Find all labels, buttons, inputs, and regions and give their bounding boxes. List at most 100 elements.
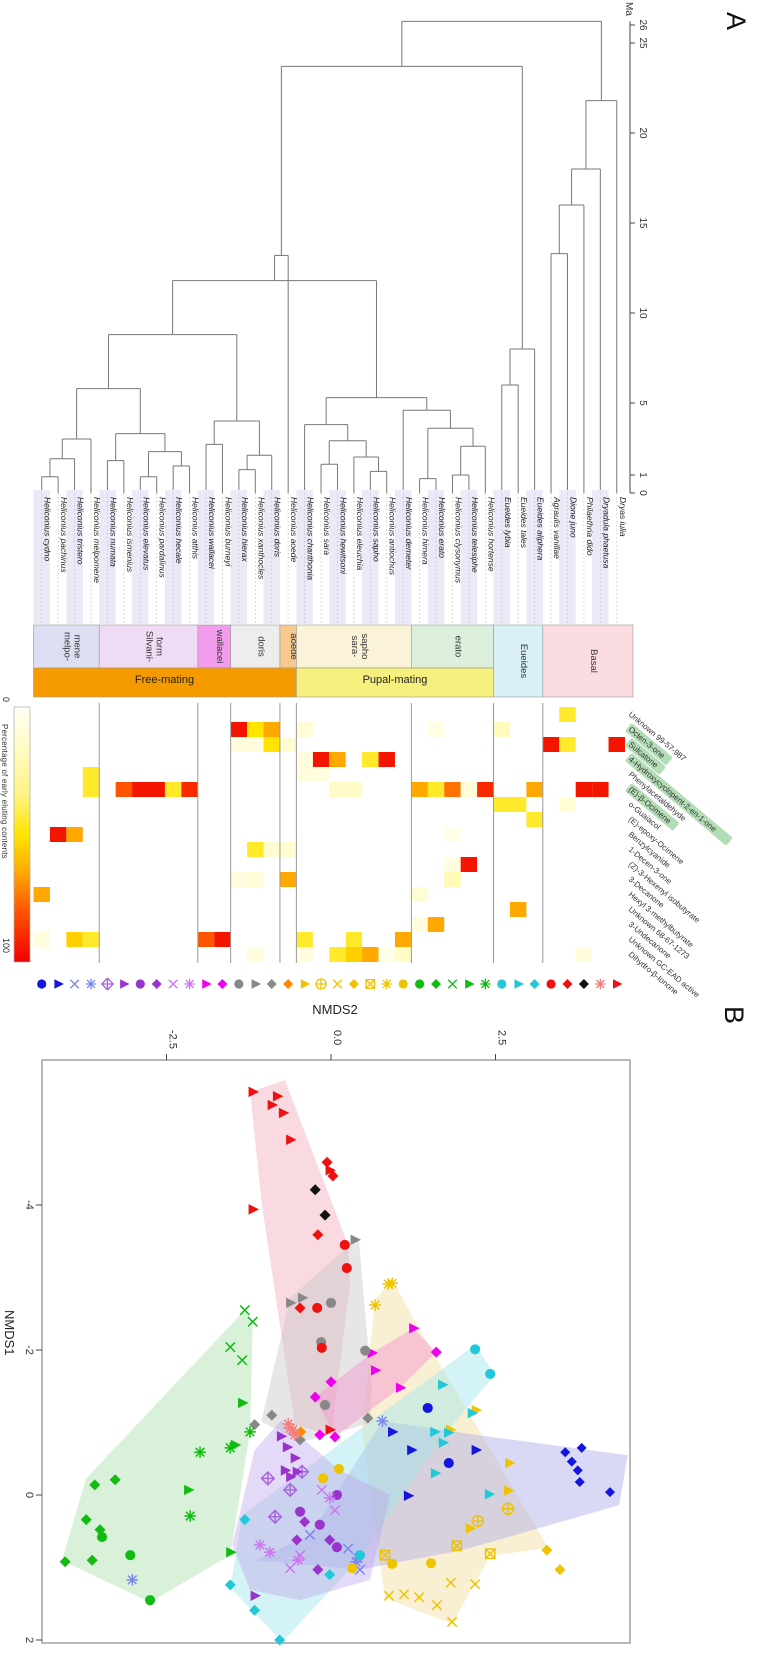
species-label: Heliconius charithonia <box>306 497 316 580</box>
nmds-point <box>291 1534 303 1546</box>
heatmap-cell <box>362 947 379 962</box>
species-marker <box>529 979 540 989</box>
nmds-point <box>312 1302 323 1314</box>
species-marker <box>431 979 442 989</box>
species-label: Eueides tales <box>519 497 529 549</box>
heatmap-cell <box>608 737 625 752</box>
nmds-point <box>316 1342 327 1353</box>
nmds2-tick-label: 0.0 <box>331 1030 343 1045</box>
nmds-point <box>224 1442 237 1454</box>
species-label: Heliconius burneyi <box>223 497 233 568</box>
ma-axis-tick-label: 10 <box>637 307 648 319</box>
heatmap-cell <box>148 782 165 797</box>
ma-axis-tick-label: 20 <box>637 127 648 139</box>
heatmap-cell <box>345 782 363 797</box>
nmds-point <box>254 1539 266 1551</box>
species-marker-row <box>37 977 623 991</box>
species-marker <box>168 979 178 989</box>
nmds-point <box>339 1239 350 1250</box>
species-label-area: Heliconius cydno Heliconius pachinus Helic… <box>33 490 628 624</box>
species-label: Dione juno <box>568 497 578 538</box>
species-marker <box>415 979 425 989</box>
nmds-point <box>312 1229 324 1241</box>
ma-axis-tick-label: 15 <box>637 217 648 229</box>
nmds-point <box>292 1466 304 1478</box>
species-label: Heliconius antiochus <box>388 497 398 576</box>
species-marker <box>562 979 573 989</box>
nmds-point <box>184 1484 195 1496</box>
nmds-point <box>260 1470 276 1486</box>
species-marker <box>480 978 491 990</box>
heatmap-cell <box>559 797 576 812</box>
species-label: Heliconius hecale <box>174 497 184 564</box>
species-marker <box>135 979 145 989</box>
heatmap-cell <box>345 932 363 947</box>
heatmap-cell <box>444 782 461 797</box>
nmds-point <box>292 1554 304 1567</box>
nmds-point <box>249 1604 261 1616</box>
nmds-point <box>574 1476 585 1487</box>
nmds-point <box>323 1492 336 1504</box>
nmds-point <box>443 1458 454 1469</box>
species-marker <box>54 979 64 989</box>
nmds-point <box>407 1444 418 1456</box>
species-marker <box>578 979 589 989</box>
nmds-point <box>312 1564 324 1576</box>
heatmap-cell <box>559 737 576 752</box>
species-marker <box>332 979 343 989</box>
nmds-point <box>309 1391 321 1403</box>
heatmap-legend-title: Percentage of early eluting contents <box>0 724 9 859</box>
ma-axis-tick-label: 25 <box>637 37 648 49</box>
nmds-point <box>299 1516 311 1528</box>
nmds-point <box>505 1457 516 1469</box>
heatmap-cell <box>247 872 264 887</box>
species-label: Eueides lybia <box>503 497 513 548</box>
nmds-point <box>325 1424 337 1435</box>
nmds-point <box>438 1437 450 1449</box>
heatmap-cell <box>115 782 133 797</box>
nmds-point <box>430 1426 441 1438</box>
nmds-point <box>224 1579 236 1591</box>
heatmap-colorbar <box>13 706 31 963</box>
nmds-point <box>250 1590 261 1601</box>
species-marker <box>613 979 623 989</box>
nmds-point <box>94 1524 106 1536</box>
nmds-point <box>325 1376 337 1388</box>
nmds-point <box>321 1156 333 1168</box>
heatmap-cell <box>411 917 428 932</box>
nmds1-tick-label: -4 <box>23 1200 35 1210</box>
heatmap-cell <box>247 737 264 752</box>
heatmap-cell <box>49 827 67 842</box>
nmds-point <box>266 1409 278 1421</box>
nmds-point <box>297 1292 309 1304</box>
heatmap-cell <box>33 932 50 947</box>
nmds-point <box>576 1442 587 1453</box>
nmds-point <box>485 1368 496 1379</box>
nmds-point <box>89 1479 101 1491</box>
nmds-point <box>471 1514 484 1528</box>
group-band-label: aoede <box>288 633 299 659</box>
species-marker <box>315 978 327 990</box>
group-band <box>98 624 199 669</box>
species-label: Dryadula phaetusa <box>601 497 611 569</box>
nmds-point <box>443 1427 455 1438</box>
nmds-point <box>484 1489 496 1500</box>
ma-axis-tick-label: 1 <box>637 472 648 478</box>
heatmap-cell <box>575 782 593 797</box>
nmds-hull-melpomene <box>254 1421 628 1570</box>
nmds-point <box>290 1452 302 1464</box>
heatmap-cell <box>542 737 560 752</box>
nmds-point <box>274 1634 286 1646</box>
heatmap-cell <box>592 782 609 797</box>
ma-axis-tick-label: 5 <box>637 400 648 406</box>
nmds-point <box>471 1444 483 1456</box>
nmds-point <box>383 1590 395 1601</box>
group-band <box>493 624 544 698</box>
nmds-point <box>342 1543 354 1554</box>
heatmap-cell <box>66 827 83 842</box>
nmds-point <box>566 1456 577 1467</box>
nmds-point <box>369 1299 381 1311</box>
heatmap-cell <box>444 872 461 887</box>
heatmap-cell <box>509 797 527 812</box>
nmds-point <box>294 1302 306 1314</box>
